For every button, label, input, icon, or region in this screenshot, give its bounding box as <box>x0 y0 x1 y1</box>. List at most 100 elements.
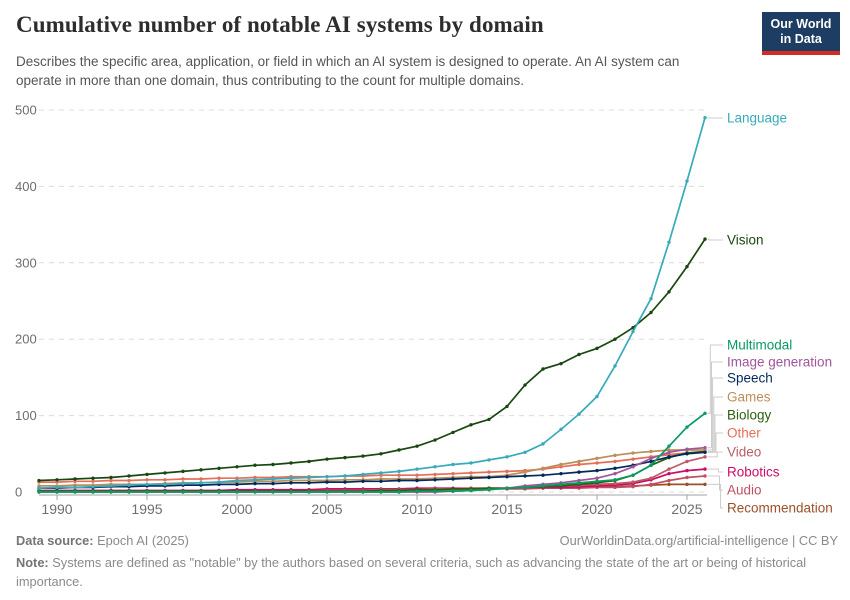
data-point-language <box>649 297 653 301</box>
data-point-games <box>577 459 581 464</box>
data-point-image-generation <box>685 447 689 451</box>
data-point-vision <box>73 477 77 481</box>
data-point-speech <box>271 481 275 486</box>
data-point-multimodal <box>91 490 95 494</box>
label-connector-vision <box>707 238 723 241</box>
label-connector-multimodal <box>707 344 723 414</box>
series-line-other[interactable] <box>38 451 706 483</box>
data-point-speech <box>559 471 563 476</box>
data-point-language <box>523 450 527 454</box>
data-point-other <box>613 459 617 464</box>
data-point-image-generation <box>595 476 599 480</box>
data-point-multimodal <box>487 488 491 492</box>
data-point-vision <box>505 404 509 409</box>
data-point-multimodal <box>541 484 545 488</box>
data-point-language <box>487 458 491 462</box>
label-connector-image-generation <box>707 361 723 449</box>
footer: Data source: Epoch AI (2025) OurWorldinD… <box>16 533 838 548</box>
data-point-language <box>343 474 347 478</box>
series-label-recommendation[interactable]: Recommendation <box>727 501 833 516</box>
series-label-biology[interactable]: Biology <box>727 408 772 423</box>
data-point-vision <box>91 476 95 480</box>
data-point-language <box>217 480 221 484</box>
data-point-language <box>631 329 635 334</box>
series-line-language[interactable] <box>38 116 706 490</box>
data-point-other <box>109 478 113 483</box>
y-axis-tick-label: 400 <box>15 179 37 194</box>
data-point-language <box>469 461 473 465</box>
series-label-games[interactable]: Games <box>727 390 771 405</box>
data-point-multimodal <box>181 490 185 494</box>
data-point-other <box>469 471 473 475</box>
data-point-language <box>55 485 59 490</box>
owid-logo[interactable]: Our World in Data <box>762 12 840 55</box>
data-point-language <box>613 364 617 368</box>
owid-link[interactable]: OurWorldinData.org/artificial-intelligen… <box>559 533 838 548</box>
data-point-language <box>703 115 707 120</box>
data-point-speech <box>541 473 545 477</box>
data-point-vision <box>523 383 527 387</box>
data-point-speech <box>307 481 311 485</box>
data-point-vision <box>541 367 545 371</box>
data-point-vision <box>289 461 293 465</box>
data-point-video <box>631 480 635 484</box>
data-point-vision <box>361 454 365 458</box>
data-point-vision <box>253 463 257 467</box>
data-point-image-generation <box>631 465 635 469</box>
x-axis-tick-label: 2020 <box>581 501 612 517</box>
data-point-games <box>541 466 545 471</box>
y-axis-tick-label: 200 <box>15 332 37 347</box>
series-label-audio[interactable]: Audio <box>727 483 762 498</box>
line-chart: 0 100 200 300 400 500 1990 1995 2000 2005 2010 2015… <box>0 92 850 522</box>
series-label-language[interactable]: Language <box>727 111 787 126</box>
data-point-games <box>613 453 617 458</box>
series-line-speech[interactable] <box>38 451 706 490</box>
data-point-vision <box>37 478 41 483</box>
data-point-multimodal <box>577 481 581 485</box>
data-point-multimodal <box>379 490 383 494</box>
series-label-multimodal[interactable]: Multimodal <box>727 338 792 353</box>
data-point-multimodal <box>595 479 599 484</box>
series-line-vision[interactable] <box>38 238 706 482</box>
data-point-vision <box>649 310 653 315</box>
data-point-language <box>541 442 545 446</box>
data-point-vision <box>379 452 383 456</box>
data-point-other <box>505 469 509 474</box>
data-point-speech <box>415 478 419 483</box>
data-point-vision <box>703 237 707 241</box>
data-point-language <box>73 485 77 490</box>
data-point-language <box>181 481 185 486</box>
series-label-image-generation[interactable]: Image generation <box>727 355 832 370</box>
data-point-vision <box>127 474 131 478</box>
data-point-vision <box>199 468 203 472</box>
data-point-speech <box>595 468 599 473</box>
data-point-multimodal <box>217 490 221 494</box>
data-point-multimodal <box>307 490 311 494</box>
label-connector-audio <box>707 475 723 491</box>
series-label-speech[interactable]: Speech <box>727 371 773 386</box>
data-point-vision <box>433 438 437 442</box>
data-point-speech <box>469 476 473 480</box>
series-label-video[interactable]: Video <box>727 445 761 460</box>
series-label-vision[interactable]: Vision <box>727 233 764 248</box>
chart-canvas: 0 100 200 300 400 500 1990 1995 2000 2005 2010 2015… <box>15 103 833 518</box>
data-point-multimodal <box>199 490 203 494</box>
data-point-speech <box>253 481 257 486</box>
data-point-speech <box>361 479 365 484</box>
data-point-other <box>145 478 149 482</box>
data-point-vision <box>343 455 347 460</box>
series-label-other[interactable]: Other <box>727 426 761 441</box>
data-point-language <box>415 467 419 471</box>
data-point-multimodal <box>37 490 41 494</box>
data-point-audio <box>631 484 635 489</box>
label-connector-games <box>707 396 723 451</box>
data-point-games <box>523 470 527 474</box>
data-point-vision <box>685 264 689 269</box>
data-point-vision <box>397 448 401 452</box>
series-label-robotics[interactable]: Robotics <box>727 465 780 480</box>
data-point-language <box>433 465 437 469</box>
data-point-speech <box>289 481 293 485</box>
series-line-multimodal[interactable] <box>38 412 706 493</box>
data-point-other <box>127 478 131 483</box>
data-point-speech <box>379 479 383 484</box>
